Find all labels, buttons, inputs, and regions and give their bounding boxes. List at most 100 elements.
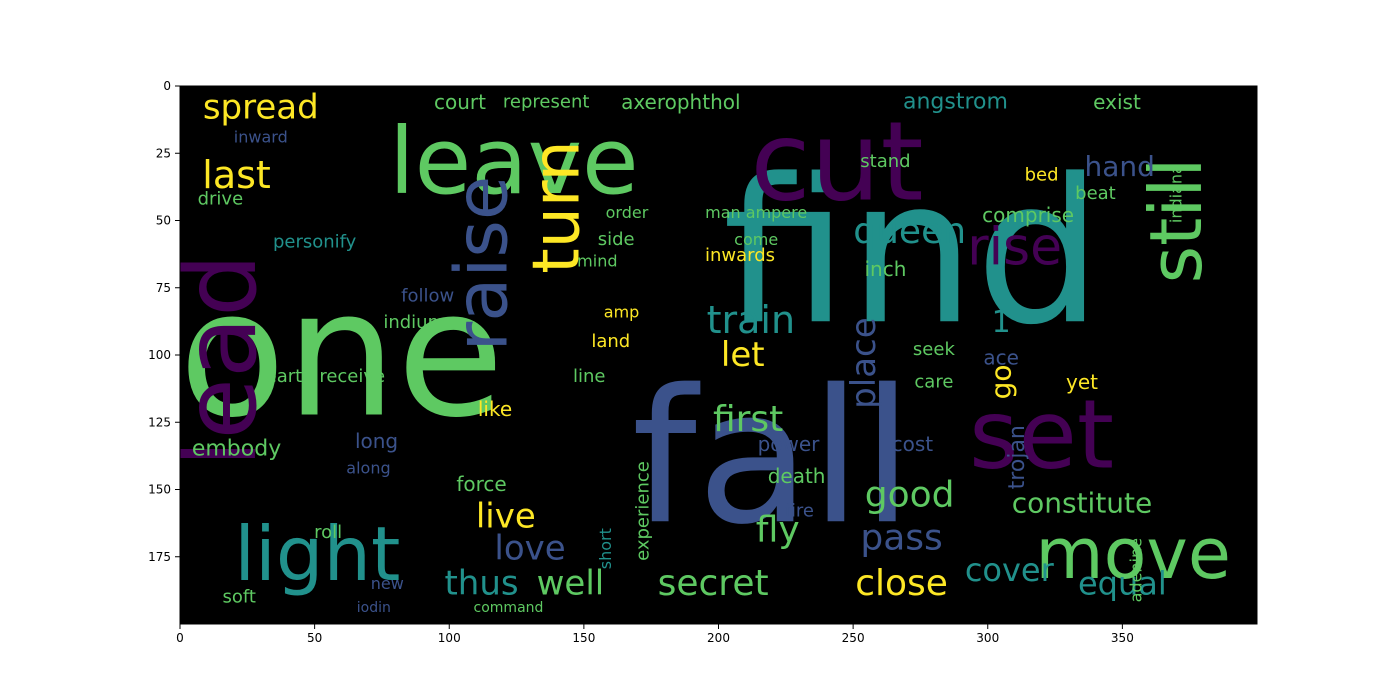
word-queen: queen	[853, 211, 966, 252]
y-tick-label: 25	[156, 146, 171, 160]
word-1: 1	[992, 305, 1011, 340]
word-cut: cut	[750, 97, 923, 225]
word-spread: spread	[203, 88, 319, 128]
word-beat: beat	[1075, 183, 1116, 204]
word-line: line	[573, 366, 605, 387]
y-tick-label: 175	[148, 550, 171, 564]
x-tick-label: 200	[707, 631, 730, 645]
word-light: light	[234, 510, 400, 598]
word-drive: drive	[198, 188, 244, 209]
word-land: land	[591, 331, 630, 352]
word-close: close	[855, 563, 948, 604]
word-secret: secret	[658, 563, 769, 604]
word-power: power	[758, 432, 821, 456]
word-well: well	[537, 564, 605, 604]
word-amp: amp	[604, 302, 640, 321]
word-place: place	[844, 317, 884, 408]
word-follow: follow	[401, 285, 454, 306]
x-tick-label: 100	[438, 631, 461, 645]
word-experience: experience	[633, 461, 654, 561]
word-good: good	[865, 474, 955, 515]
word-move: move	[1035, 513, 1231, 595]
y-axis: 0 25 50 75 100 125 150 175	[148, 79, 180, 564]
word-command: command	[474, 600, 544, 616]
x-tick-label: 150	[572, 631, 595, 645]
word-come: come	[734, 230, 778, 249]
y-tick-label: 100	[148, 348, 171, 362]
word-indium: indium	[383, 312, 445, 333]
word-mind: mind	[577, 251, 617, 270]
word-iodin: iodin	[357, 600, 391, 616]
y-tick-label: 125	[148, 415, 171, 429]
word-cover: cover	[965, 551, 1055, 589]
x-tick-label: 250	[842, 631, 865, 645]
word-last: last	[202, 153, 271, 197]
word-turn: turn	[519, 140, 594, 273]
word-bed: bed	[1025, 164, 1059, 185]
word-raise: raise	[440, 176, 524, 352]
word-first: first	[713, 399, 783, 440]
word-fly: fly	[756, 509, 800, 550]
word-death: death	[768, 464, 826, 488]
word-order: order	[606, 203, 649, 222]
word-equal: equal	[1078, 565, 1167, 603]
word-fall: fall	[632, 349, 913, 565]
word-court: court	[434, 90, 486, 114]
word-let: let	[721, 335, 765, 375]
word-lead: lead	[162, 253, 279, 467]
word-personify: personify	[273, 232, 357, 253]
word-find: find	[723, 136, 1103, 369]
word-man-ampere: man ampere	[705, 203, 807, 222]
word-angstrom: angstrom	[903, 90, 1008, 115]
word-like: like	[478, 397, 512, 421]
x-tick-label: 300	[976, 631, 999, 645]
x-tick-label: 0	[176, 631, 184, 645]
word-thus: thus	[444, 564, 518, 604]
word-exist: exist	[1093, 90, 1141, 114]
word-still: still	[1134, 158, 1218, 284]
word-care: care	[914, 371, 953, 392]
x-tick-label: 350	[1111, 631, 1134, 645]
word-train: train	[707, 298, 795, 342]
word-leave: leave	[389, 108, 639, 215]
word-cost: cost	[892, 432, 934, 456]
word-inwards: inwards	[705, 245, 775, 266]
y-tick-label: 50	[156, 214, 171, 228]
word-short: short	[596, 528, 615, 569]
word-earth-receive: earth receive	[266, 366, 385, 387]
word-roll: roll	[314, 522, 342, 543]
word-adenine: adenine	[1126, 538, 1145, 602]
word-seek: seek	[913, 339, 956, 360]
word-side: side	[598, 229, 635, 250]
word-embody: embody	[192, 437, 281, 462]
word-inward: inward	[234, 128, 288, 147]
word-hand: hand	[1084, 150, 1154, 183]
y-tick-label: 0	[163, 79, 171, 93]
word-inch: inch	[864, 257, 906, 281]
word-along: along	[346, 458, 390, 477]
word-set: set	[969, 381, 1114, 491]
word-force: force	[456, 472, 506, 496]
y-tick-label: 150	[148, 483, 171, 497]
word-rise: rise	[967, 217, 1062, 277]
word-long: long	[355, 429, 398, 453]
word-indiana: indiana	[1167, 164, 1186, 223]
word-trojan: trojan	[1005, 425, 1030, 489]
word-fire: fire	[785, 501, 814, 522]
word-ace: ace	[983, 346, 1019, 370]
word-pass: pass	[860, 517, 942, 558]
word-comprise: comprise	[982, 203, 1074, 227]
word-soft: soft	[223, 587, 256, 608]
word-yet: yet	[1066, 370, 1098, 394]
x-tick-label: 50	[307, 631, 322, 645]
word-axerophthol: axerophthol	[621, 90, 740, 114]
x-axis: 0 50 100 150 200 250 300 350	[176, 624, 1134, 645]
word-live: live	[476, 496, 536, 536]
word-new: new	[371, 574, 404, 593]
word-constitute: constitute	[1012, 486, 1153, 519]
y-tick-label: 75	[156, 281, 171, 295]
word-love: love	[494, 529, 565, 569]
word-go: go	[985, 364, 1018, 399]
